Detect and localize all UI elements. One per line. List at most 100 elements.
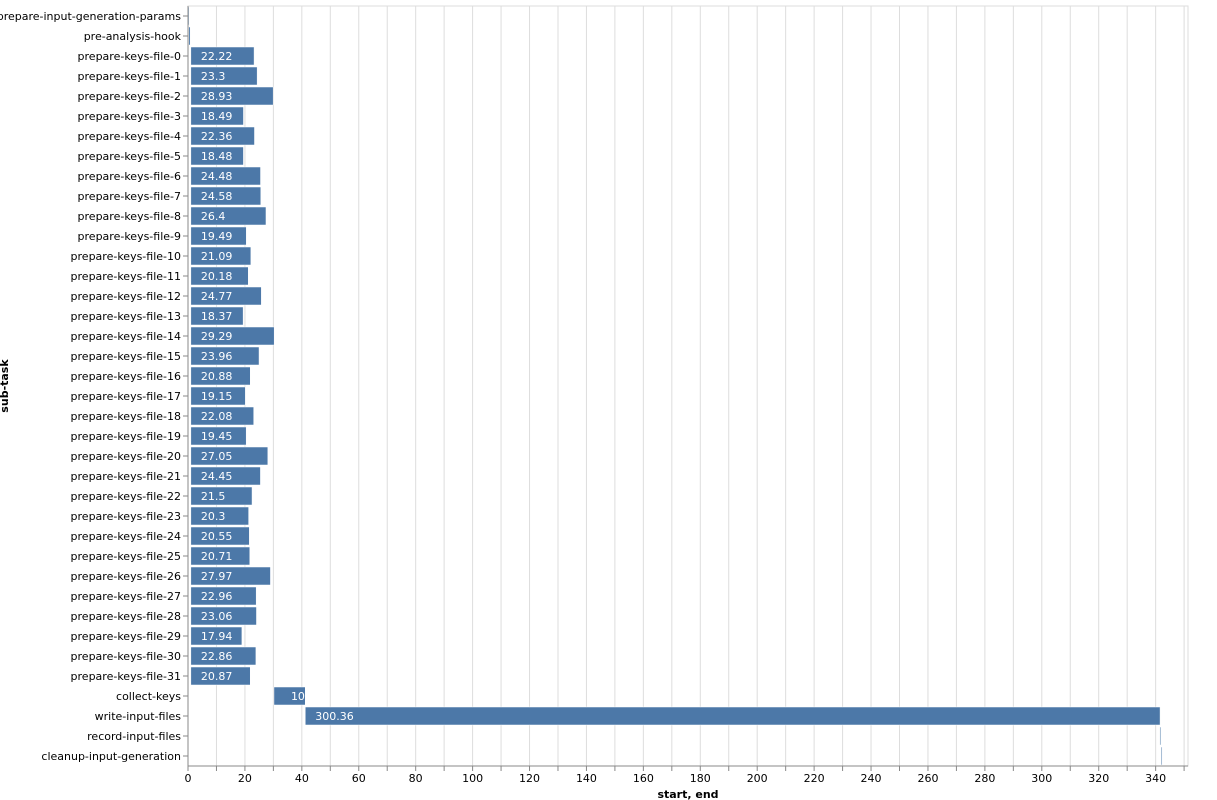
bar (190, 526, 250, 546)
bar (190, 266, 249, 286)
bars (187, 6, 1163, 766)
x-tick-label: 340 (1145, 772, 1166, 785)
y-tick-label: prepare-keys-file-3 (78, 110, 181, 123)
bar (273, 686, 306, 706)
y-tick-label: prepare-keys-file-26 (71, 570, 181, 583)
y-tick-label: prepare-keys-file-2 (78, 90, 181, 103)
x-tick-label: 120 (519, 772, 540, 785)
bar-value-label: 23.96 (201, 350, 233, 363)
bar (190, 506, 249, 526)
x-tick-label: 300 (1031, 772, 1052, 785)
y-tick-label: prepare-keys-file-21 (71, 470, 181, 483)
bar-value-label: 19.45 (201, 430, 233, 443)
bar-value-label: 27.97 (201, 570, 233, 583)
y-tick-label: prepare-input-generation-params (0, 10, 181, 23)
bar (1160, 746, 1163, 766)
bar (190, 126, 255, 146)
y-tick-label: prepare-keys-file-10 (71, 250, 181, 263)
bar (190, 626, 243, 646)
bar (190, 406, 254, 426)
y-tick-label: prepare-keys-file-12 (71, 290, 181, 303)
bar-value-label: 24.48 (201, 170, 233, 183)
bar-value-label: 19.15 (201, 390, 233, 403)
y-tick-label: prepare-keys-file-14 (71, 330, 181, 343)
bar (190, 306, 244, 326)
bar-value-label: 22.36 (201, 130, 233, 143)
x-tick-label: 220 (804, 772, 825, 785)
bar (1159, 726, 1162, 746)
y-tick-label: prepare-keys-file-19 (71, 430, 181, 443)
bar-value-label: 22.22 (201, 50, 233, 63)
y-tick-label: cleanup-input-generation (41, 750, 181, 763)
bar (190, 546, 251, 566)
y-tick-label: prepare-keys-file-31 (71, 670, 181, 683)
bar-value-label: 17.94 (201, 630, 233, 643)
y-tick-label: prepare-keys-file-13 (71, 310, 181, 323)
bar-value-label: 22.86 (201, 650, 233, 663)
bar (190, 606, 257, 626)
bar-value-label: 18.48 (201, 150, 233, 163)
x-tick-label: 180 (690, 772, 711, 785)
bar-value-label: 29.29 (201, 330, 233, 343)
bar-value-label: 21.5 (201, 490, 226, 503)
bar (190, 326, 275, 346)
bar (190, 186, 262, 206)
bar (190, 426, 247, 446)
bar-value-label: 27.05 (201, 450, 233, 463)
x-tick-label: 140 (576, 772, 597, 785)
bar (190, 466, 261, 486)
grid-lines (187, 5, 1189, 767)
bar-value-label: 22.08 (201, 410, 233, 423)
y-tick-label: record-input-files (87, 730, 181, 743)
y-tick-label: prepare-keys-file-20 (71, 450, 181, 463)
bar (190, 226, 247, 246)
bar (190, 666, 251, 686)
y-tick-label: prepare-keys-file-22 (71, 490, 181, 503)
bar (190, 446, 269, 466)
bar-value-label: 18.49 (201, 110, 233, 123)
bar-value-label: 26.4 (201, 210, 226, 223)
bar (188, 26, 191, 46)
bar-value-label: 20.88 (201, 370, 233, 383)
y-tick-label: prepare-keys-file-8 (78, 210, 181, 223)
y-tick-label: prepare-keys-file-7 (78, 190, 181, 203)
plot-frame (187, 5, 1189, 767)
bar (190, 566, 271, 586)
bar-labels: 22.22 23.3 28.93 18.49 22.36 18.48 24.48 24.58 2… (201, 50, 354, 723)
bar-value-label: 300.36 (315, 710, 354, 723)
y-tick-label: prepare-keys-file-27 (71, 590, 181, 603)
bar-value-label: 24.58 (201, 190, 233, 203)
bar (190, 146, 244, 166)
bar-value-label: 20.71 (201, 550, 233, 563)
bar (190, 106, 244, 126)
bar-value-label: 18.37 (201, 310, 233, 323)
y-tick-label: prepare-keys-file-9 (78, 230, 181, 243)
y-tick-label: prepare-keys-file-15 (71, 350, 181, 363)
y-tick-label: prepare-keys-file-30 (71, 650, 181, 663)
bar (190, 206, 267, 226)
bar-value-label: 24.45 (201, 470, 233, 483)
y-tick-label: prepare-keys-file-23 (71, 510, 181, 523)
y-tick-label: prepare-keys-file-16 (71, 370, 181, 383)
bar-value-label: 21.09 (201, 250, 233, 263)
y-tick-label: prepare-keys-file-0 (78, 50, 181, 63)
x-tick-label: 200 (747, 772, 768, 785)
x-tick-label: 240 (861, 772, 882, 785)
x-tick-label: 60 (352, 772, 366, 785)
x-tick-label: 20 (238, 772, 252, 785)
bar-value-label: 20.87 (201, 670, 233, 683)
y-tick-label: prepare-keys-file-6 (78, 170, 181, 183)
bar (305, 706, 1161, 726)
bar-value-label: 28.93 (201, 90, 233, 103)
bar (190, 586, 257, 606)
bar (190, 646, 257, 666)
y-tick-label: prepare-keys-file-17 (71, 390, 181, 403)
bar (190, 486, 253, 506)
y-tick-label: write-input-files (95, 710, 182, 723)
bar-value-label: 20.18 (201, 270, 233, 283)
bar (190, 366, 251, 386)
y-tick-label: prepare-keys-file-1 (78, 70, 181, 83)
y-tick-label: prepare-keys-file-25 (71, 550, 181, 563)
x-tick-label: 100 (462, 772, 483, 785)
bar (190, 246, 252, 266)
